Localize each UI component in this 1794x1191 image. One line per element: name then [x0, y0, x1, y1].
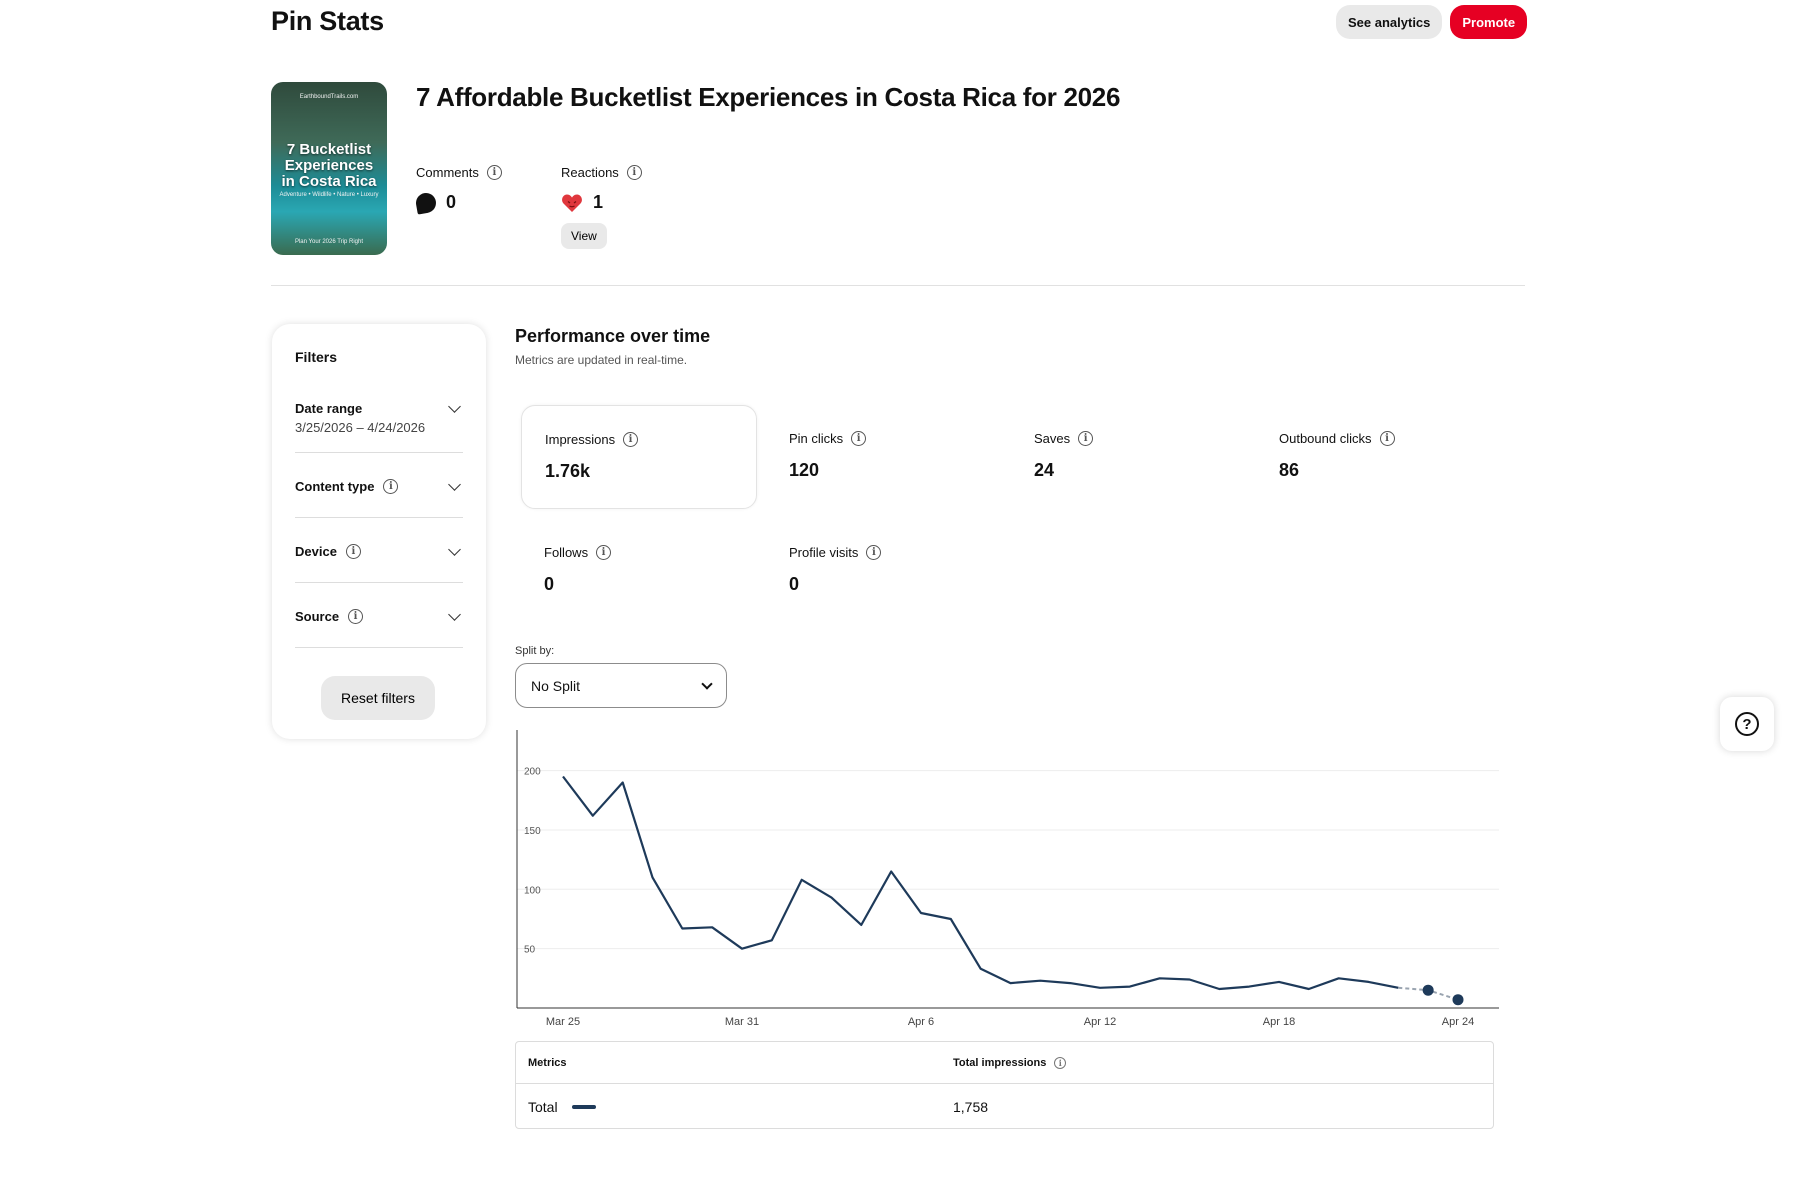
- content-type-filter[interactable]: Content type i: [295, 453, 463, 518]
- metrics-table: Metrics Total impressions i Total 1,758: [515, 1041, 1494, 1129]
- info-icon[interactable]: i: [348, 609, 364, 624]
- x-tick-label: Apr 18: [1263, 1016, 1295, 1028]
- info-icon[interactable]: i: [345, 544, 361, 559]
- x-tick-label: Apr 12: [1084, 1016, 1116, 1028]
- source-filter[interactable]: Source i: [295, 583, 463, 648]
- header-total-impressions: Total impressions: [953, 1056, 1047, 1069]
- x-tick-label: Mar 25: [546, 1016, 580, 1028]
- reactions-value: 1: [593, 192, 604, 212]
- split-by-label: Split by:: [515, 645, 555, 657]
- metric-label: Saves: [1034, 431, 1071, 446]
- info-icon[interactable]: i: [383, 479, 399, 494]
- x-tick-label: Apr 6: [908, 1016, 934, 1028]
- thumb-site: EarthboundTrails.com: [299, 94, 359, 100]
- header-divider: [271, 285, 1525, 286]
- source-label: Source: [295, 609, 340, 624]
- comment-bubble-icon: [414, 190, 438, 215]
- info-icon[interactable]: i: [486, 165, 502, 180]
- metric-card-pin-clicks[interactable]: Pin clicks i 120: [766, 405, 1002, 509]
- info-icon[interactable]: i: [626, 165, 642, 180]
- metric-label: Follows: [544, 545, 589, 560]
- metric-value: 120: [789, 460, 820, 480]
- thumb-title-line: 7 Bucketlist: [286, 141, 372, 158]
- metric-value: 24: [1034, 460, 1055, 480]
- pin-title: 7 Affordable Bucketlist Experiences in C…: [416, 82, 1121, 112]
- thumb-title-line: in Costa Rica: [281, 173, 377, 190]
- metric-card-follows[interactable]: Follows i 0: [521, 519, 757, 623]
- metric-label: Pin clicks: [789, 431, 844, 446]
- reactions-label: Reactions: [561, 165, 619, 180]
- metric-value: 0: [544, 574, 555, 594]
- info-icon[interactable]: i: [1078, 431, 1094, 446]
- filters-panel: Filters Date range 3/25/2026 – 4/24/2026…: [272, 324, 486, 739]
- header-metrics: Metrics: [528, 1056, 567, 1069]
- row-value: 1,758: [953, 1098, 989, 1115]
- performance-subtitle: Metrics are updated in real-time.: [515, 353, 688, 367]
- y-tick-label: 50: [524, 945, 536, 956]
- metric-label: Outbound clicks: [1279, 431, 1372, 446]
- pin-thumbnail[interactable]: EarthboundTrails.com 7 Bucketlist Experi…: [271, 82, 387, 255]
- row-label: Total: [528, 1098, 558, 1115]
- reset-filters-button[interactable]: Reset filters: [321, 676, 435, 720]
- comments-value: 0: [446, 192, 457, 212]
- thumb-title-line: Experiences: [284, 157, 374, 174]
- top-actions: See analytics Promote: [1336, 5, 1528, 39]
- info-icon[interactable]: i: [623, 432, 639, 447]
- data-point: [1422, 984, 1434, 996]
- question-icon: ?: [1735, 712, 1759, 736]
- data-point: [1452, 994, 1464, 1006]
- content-type-label: Content type: [295, 479, 375, 494]
- metric-card-impressions[interactable]: Impressions i 1.76k: [521, 405, 757, 509]
- x-tick-label: Mar 31: [725, 1016, 759, 1028]
- view-reactions-button[interactable]: View: [561, 223, 607, 249]
- metric-label: Profile visits: [789, 545, 859, 560]
- impressions-chart: 50 100 150 200 Mar 25 Mar 31 Apr 6 Apr 12 Apr 18…: [516, 730, 1499, 1028]
- info-icon[interactable]: i: [866, 545, 882, 560]
- page-title: Pin Stats: [271, 6, 384, 36]
- y-tick-label: 150: [524, 826, 541, 837]
- info-icon[interactable]: i: [1379, 431, 1395, 446]
- split-by-select[interactable]: No Split: [515, 663, 727, 708]
- impressions-line: [562, 775, 1399, 991]
- table-header: Metrics Total impressions i: [516, 1042, 1493, 1084]
- y-tick-label: 100: [524, 885, 541, 896]
- metric-label: Impressions: [545, 432, 616, 447]
- comments-label: Comments: [416, 165, 479, 180]
- metric-card-saves[interactable]: Saves i 24: [1011, 405, 1247, 509]
- series-swatch: [571, 1104, 596, 1109]
- x-tick-label: Apr 24: [1442, 1016, 1474, 1028]
- date-range-label: Date range: [295, 401, 363, 416]
- help-button[interactable]: ?: [1720, 697, 1774, 751]
- performance-title: Performance over time: [515, 326, 711, 346]
- split-by-value: No Split: [531, 677, 581, 694]
- date-range-value: 3/25/2026 – 4/24/2026: [295, 420, 426, 435]
- table-row: Total 1,758: [516, 1084, 1493, 1129]
- chevron-down-icon: [701, 677, 713, 690]
- heart-icon: [562, 194, 582, 212]
- promote-button[interactable]: Promote: [1450, 5, 1528, 39]
- filters-title: Filters: [295, 349, 338, 365]
- y-tick-label: 200: [524, 767, 541, 778]
- info-icon[interactable]: i: [851, 431, 867, 446]
- info-icon[interactable]: i: [596, 545, 612, 560]
- device-filter[interactable]: Device i: [295, 518, 463, 583]
- metric-value: 1.76k: [545, 461, 591, 481]
- date-range-filter[interactable]: Date range 3/25/2026 – 4/24/2026: [295, 400, 463, 453]
- thumb-subtitle: Adventure • Wildlife • Nature • Luxury: [279, 192, 379, 198]
- comments-stat: Comments i 0: [414, 165, 502, 215]
- see-analytics-button[interactable]: See analytics: [1336, 5, 1443, 39]
- metric-card-profile-visits[interactable]: Profile visits i 0: [766, 519, 1002, 623]
- reactions-stat: Reactions i 1 View: [561, 165, 642, 249]
- thumb-footer: Plan Your 2026 Trip Right: [294, 239, 364, 245]
- info-icon[interactable]: i: [1054, 1056, 1067, 1069]
- device-label: Device: [295, 544, 337, 559]
- metric-value: 0: [789, 574, 800, 594]
- metric-value: 86: [1279, 460, 1300, 480]
- metric-card-outbound-clicks[interactable]: Outbound clicks i 86: [1256, 405, 1492, 509]
